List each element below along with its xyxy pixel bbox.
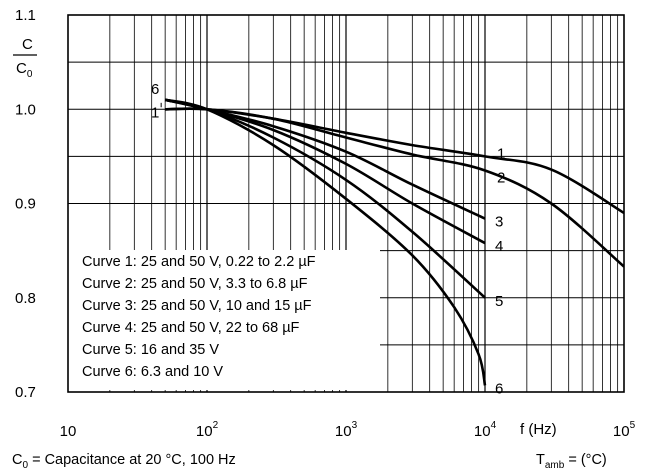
y-tick-label: 1.1 — [15, 7, 36, 24]
curve-label-1: 1 — [497, 145, 505, 162]
curve-label-3: 3 — [495, 214, 503, 231]
legend-entry: Curve 2: 25 and 50 V, 3.3 to 6.8 µF — [82, 276, 308, 292]
y-axis-label-denominator: C0 — [16, 60, 33, 80]
curve-label-6: 6 — [495, 380, 503, 397]
chart-series — [164, 98, 624, 386]
legend-entry: Curve 5: 16 and 35 V — [82, 342, 219, 358]
curve-labels: 1 2 3 4 5 6 6 1 — [151, 81, 505, 398]
y-tick-label: 0.8 — [15, 290, 36, 307]
series-curve-1 — [165, 107, 624, 215]
y-tick-label: 0.7 — [15, 384, 36, 401]
curve-label-4: 4 — [495, 238, 503, 255]
y-axis-label: C C0 — [13, 36, 37, 80]
legend-entry: Curve 4: 25 and 50 V, 22 to 68 µF — [82, 320, 300, 336]
x-tick-label: 104 — [474, 420, 497, 440]
footnote-temperature: Tamb = (°C) — [536, 452, 607, 471]
legend-entry: Curve 3: 25 and 50 V, 10 and 15 µF — [82, 298, 312, 314]
series-curve-2 — [165, 107, 624, 268]
y-tick-label: 0.9 — [15, 196, 36, 213]
legend-entry: Curve 6: 6.3 and 10 V — [82, 364, 223, 380]
tick-labels: 1.1 1.0 0.9 0.8 0.7 10 102 103 104 105 — [15, 7, 636, 440]
curve-start-label-1: 1 — [151, 104, 159, 121]
curve-label-2: 2 — [497, 170, 505, 187]
footnote-capacitance: C0 = Capacitance at 20 °C, 100 Hz — [12, 452, 236, 471]
x-tick-label: 103 — [335, 420, 358, 440]
legend-entry: Curve 1: 25 and 50 V, 0.22 to 2.2 µF — [82, 254, 316, 270]
y-axis-label-numerator: C — [22, 36, 33, 53]
curve-label-5: 5 — [495, 293, 503, 310]
series-curve-4 — [164, 98, 486, 245]
series-curve-6 — [164, 98, 487, 386]
x-tick-label: 102 — [196, 420, 219, 440]
legend-background — [68, 250, 380, 390]
curve-start-label-6: 6 — [151, 81, 159, 98]
legend: Curve 1: 25 and 50 V, 0.22 to 2.2 µF Cur… — [82, 254, 316, 380]
plot-frame — [67, 14, 625, 393]
x-tick-label: 10 — [60, 423, 77, 440]
x-tick-label: 105 — [613, 420, 636, 440]
x-axis-label: f (Hz) — [520, 421, 557, 438]
y-tick-label: 1.0 — [15, 101, 36, 118]
